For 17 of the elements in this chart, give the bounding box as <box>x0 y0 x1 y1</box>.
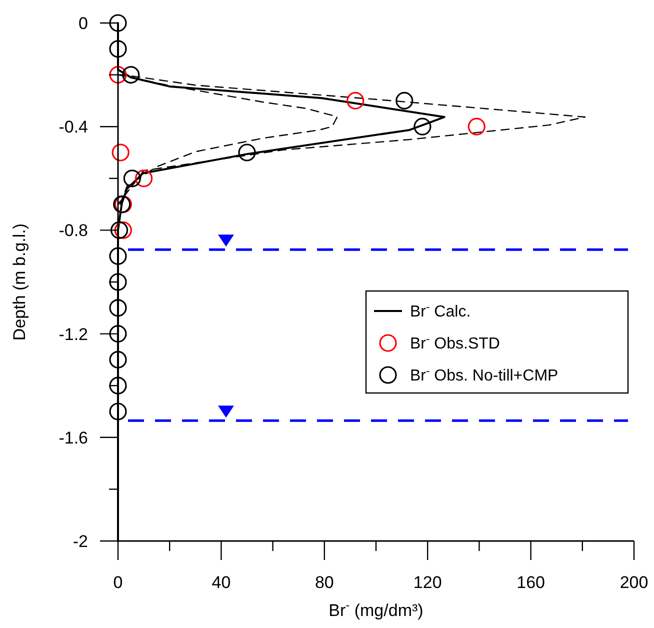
x-tick-label: 80 <box>314 573 334 592</box>
x-tick-label: 0 <box>113 573 123 592</box>
y-tick-label: 0 <box>78 14 88 33</box>
y-tick-label: -0.4 <box>58 118 88 137</box>
y-tick-label: -0.8 <box>58 221 88 240</box>
x-tick-label: 160 <box>516 573 545 592</box>
legend-label: Br$^{-}$ Obs. No-till+CMP <box>410 366 558 385</box>
y-tick-label: -2 <box>72 532 88 551</box>
x-tick-label: 40 <box>212 573 231 592</box>
y-axis-title: Depth (m b.g.l.) <box>10 223 29 341</box>
y-tick-label: -1.6 <box>58 428 88 448</box>
legend-label: Br$^{-}$ Obs.STD <box>410 334 500 353</box>
x-axis-title: Br$^{-}$ (mg/dm³) <box>328 598 424 620</box>
x-tick-label: 200 <box>620 573 648 592</box>
y-tick-label: -1.2 <box>58 324 88 344</box>
x-tick-label: 120 <box>413 573 442 592</box>
legend-label: Br$^{-}$ Calc. <box>410 302 471 321</box>
